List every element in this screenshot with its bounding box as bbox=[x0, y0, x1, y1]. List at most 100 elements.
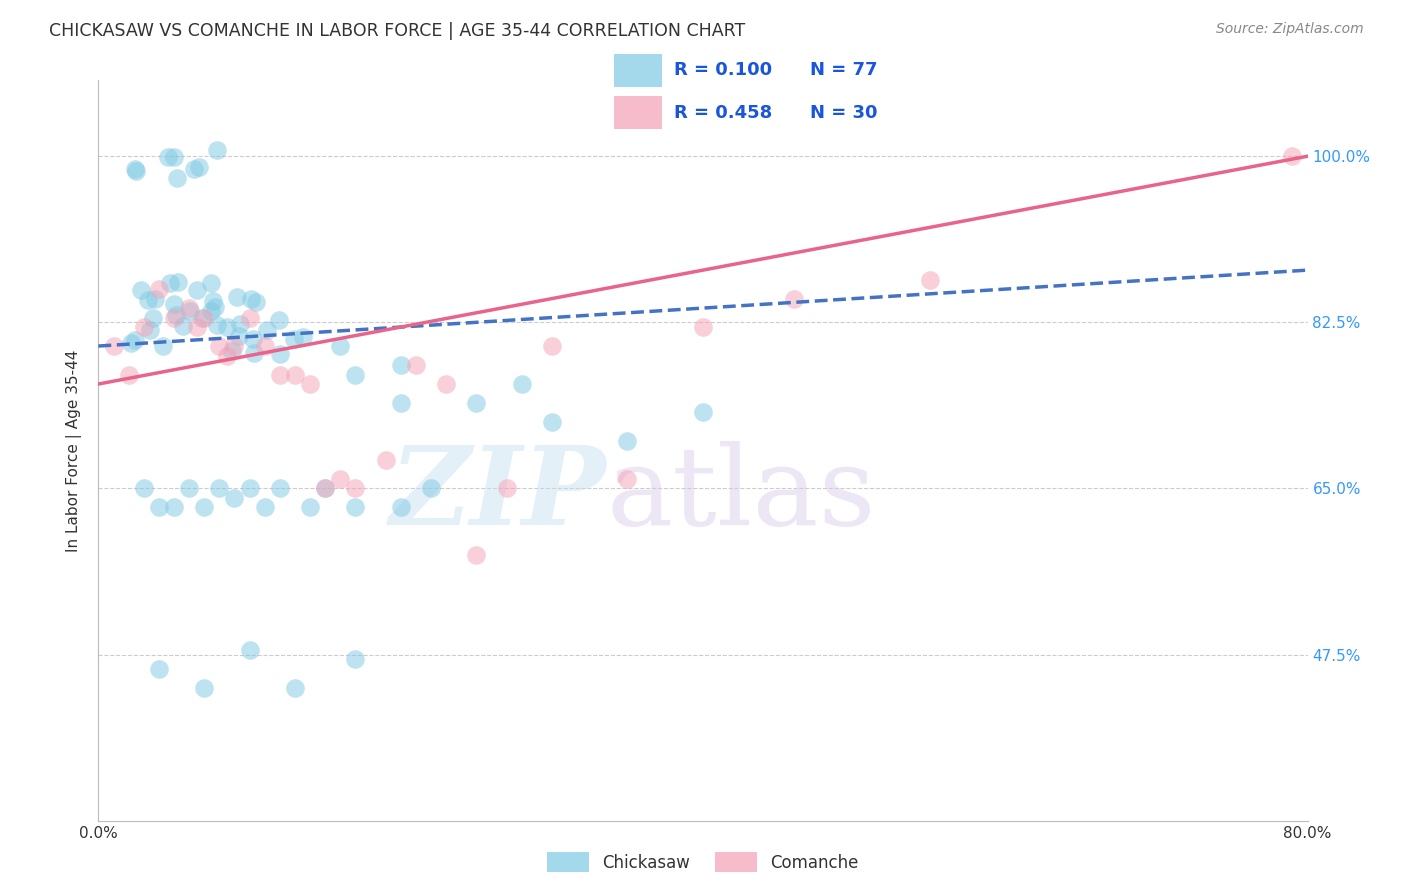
Point bbox=[692, 320, 714, 334]
Text: N = 77: N = 77 bbox=[810, 62, 877, 79]
Point bbox=[299, 377, 322, 392]
Point bbox=[152, 339, 174, 353]
Point bbox=[142, 310, 165, 325]
Point bbox=[204, 300, 226, 314]
Point bbox=[143, 292, 166, 306]
Point bbox=[183, 161, 205, 176]
Point bbox=[465, 548, 488, 562]
Point bbox=[256, 322, 278, 336]
FancyBboxPatch shape bbox=[613, 96, 662, 129]
Point bbox=[103, 339, 125, 353]
Point bbox=[118, 368, 141, 382]
Point bbox=[166, 170, 188, 185]
Point bbox=[221, 343, 243, 358]
Point bbox=[434, 377, 457, 392]
Point bbox=[215, 319, 238, 334]
Point bbox=[224, 339, 246, 353]
Point bbox=[692, 405, 714, 419]
Point bbox=[465, 396, 488, 410]
Point bbox=[314, 482, 336, 496]
Point bbox=[205, 318, 228, 333]
Point bbox=[159, 276, 181, 290]
Point bbox=[148, 500, 170, 515]
Point bbox=[374, 453, 396, 467]
Point bbox=[269, 347, 291, 361]
Point bbox=[267, 313, 290, 327]
Point bbox=[129, 283, 152, 297]
Point bbox=[179, 482, 201, 496]
Point bbox=[239, 482, 262, 496]
Point bbox=[389, 358, 412, 372]
Point bbox=[389, 396, 412, 410]
Point bbox=[148, 282, 170, 296]
Point bbox=[200, 304, 222, 318]
Legend: Chickasaw, Comanche: Chickasaw, Comanche bbox=[541, 846, 865, 879]
Point bbox=[163, 150, 186, 164]
Point bbox=[193, 310, 215, 325]
Point bbox=[243, 346, 266, 360]
Point bbox=[616, 434, 638, 448]
Point bbox=[253, 339, 276, 353]
Point bbox=[283, 332, 305, 346]
Point bbox=[186, 320, 208, 334]
Text: Source: ZipAtlas.com: Source: ZipAtlas.com bbox=[1216, 22, 1364, 37]
Text: R = 0.100: R = 0.100 bbox=[673, 62, 772, 79]
Point bbox=[202, 293, 225, 308]
Point bbox=[163, 297, 186, 311]
Text: R = 0.458: R = 0.458 bbox=[673, 103, 772, 121]
FancyBboxPatch shape bbox=[613, 54, 662, 87]
Point bbox=[253, 500, 276, 515]
Point bbox=[389, 500, 412, 515]
Point bbox=[167, 275, 190, 289]
Point bbox=[228, 328, 250, 343]
Point bbox=[138, 323, 160, 337]
Point bbox=[292, 330, 315, 344]
Point bbox=[179, 304, 201, 318]
Point bbox=[245, 294, 267, 309]
Point bbox=[120, 335, 142, 350]
Point bbox=[344, 500, 367, 515]
Point bbox=[540, 415, 562, 429]
Point bbox=[136, 293, 159, 307]
Point bbox=[405, 358, 427, 372]
Point bbox=[226, 290, 249, 304]
Text: N = 30: N = 30 bbox=[810, 103, 877, 121]
Point bbox=[163, 310, 186, 325]
Point bbox=[918, 272, 941, 286]
Y-axis label: In Labor Force | Age 35-44: In Labor Force | Age 35-44 bbox=[66, 350, 83, 551]
Point bbox=[229, 317, 252, 331]
Point bbox=[124, 333, 146, 347]
Point bbox=[148, 662, 170, 676]
Point bbox=[239, 642, 262, 657]
Text: ZIP: ZIP bbox=[389, 442, 606, 549]
Point bbox=[163, 500, 186, 515]
Point bbox=[207, 143, 229, 157]
Point bbox=[186, 283, 208, 297]
Text: CHICKASAW VS COMANCHE IN LABOR FORCE | AGE 35-44 CORRELATION CHART: CHICKASAW VS COMANCHE IN LABOR FORCE | A… bbox=[49, 22, 745, 40]
Point bbox=[299, 500, 322, 515]
Point bbox=[132, 320, 155, 334]
Text: atlas: atlas bbox=[606, 442, 876, 549]
Point bbox=[269, 482, 291, 496]
Point bbox=[420, 482, 443, 496]
Point bbox=[165, 308, 187, 322]
Point bbox=[344, 368, 367, 382]
Point bbox=[284, 368, 307, 382]
Point bbox=[224, 491, 246, 505]
Point bbox=[124, 163, 146, 178]
Point bbox=[242, 332, 264, 346]
Point bbox=[329, 339, 352, 353]
Point bbox=[239, 310, 262, 325]
Point bbox=[314, 482, 336, 496]
Point bbox=[124, 161, 146, 176]
Point bbox=[239, 292, 262, 306]
Point bbox=[193, 500, 215, 515]
Point bbox=[208, 482, 231, 496]
Point bbox=[540, 339, 562, 353]
Point bbox=[193, 681, 215, 695]
Point bbox=[188, 161, 211, 175]
Point bbox=[215, 349, 238, 363]
Point bbox=[157, 150, 180, 164]
Point bbox=[1281, 149, 1303, 163]
Point bbox=[510, 377, 533, 392]
